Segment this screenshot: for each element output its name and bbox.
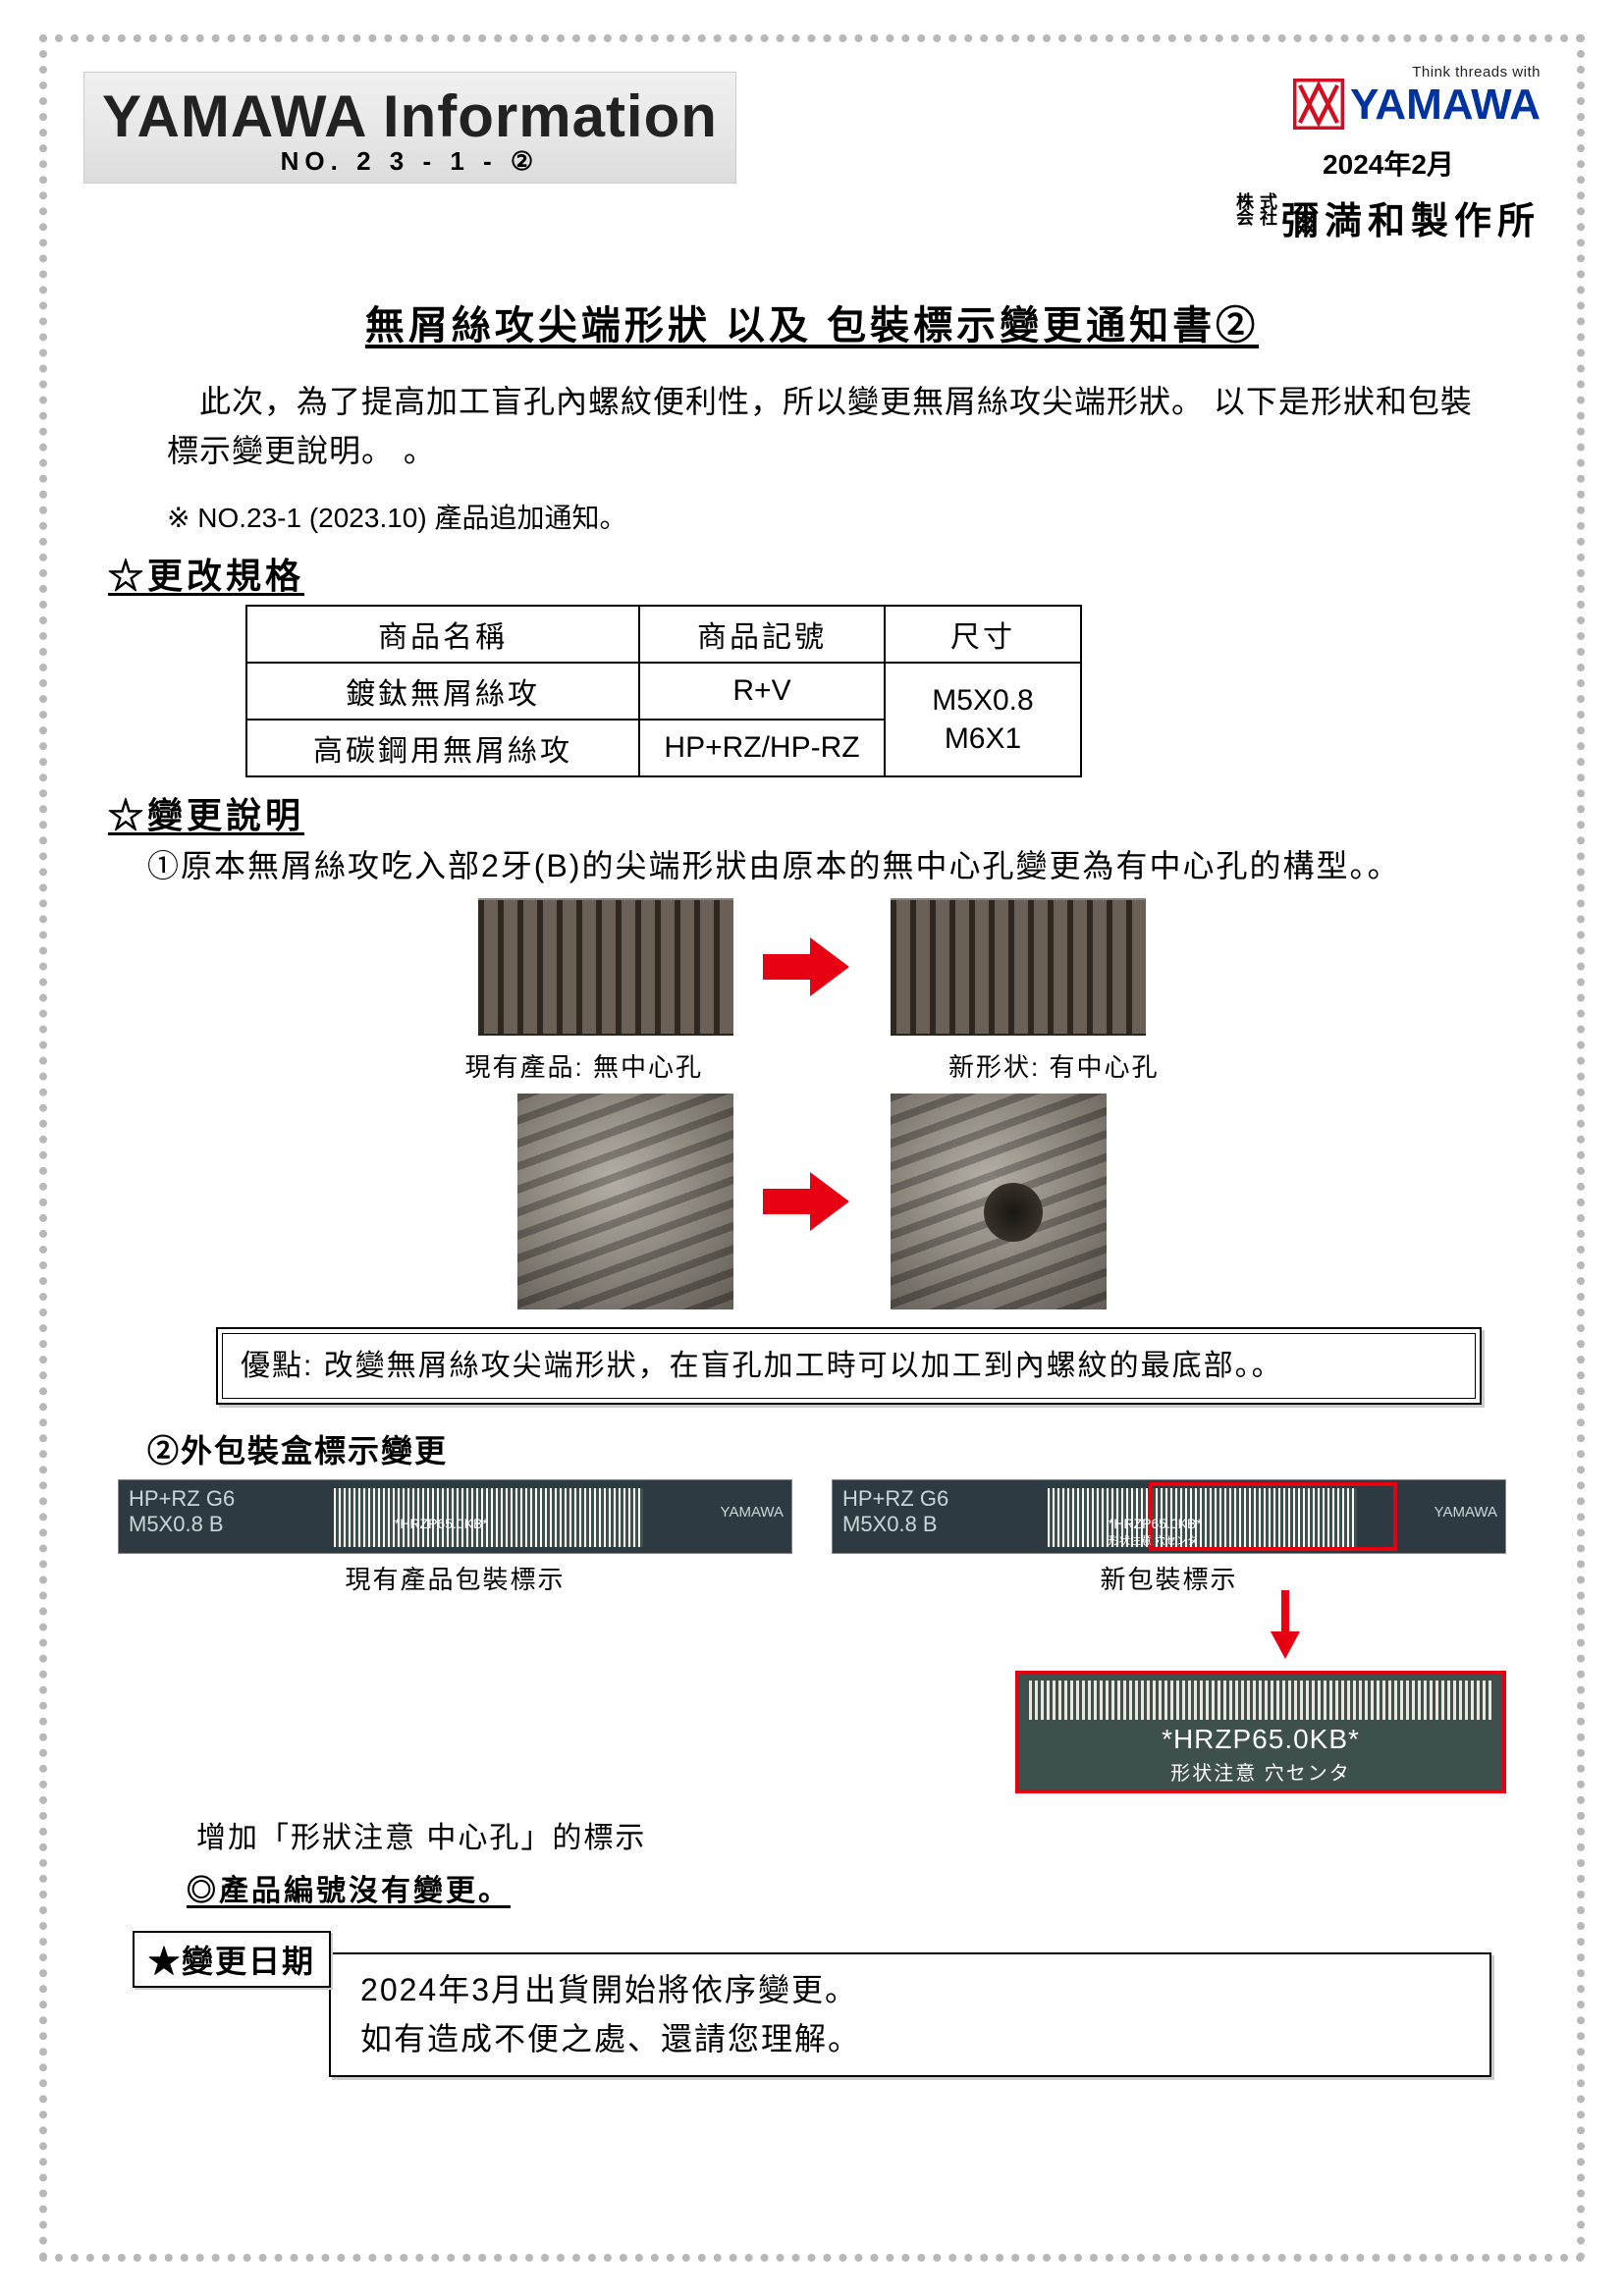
add-marking-text: 增加「形狀注意 中心孔」的標示 bbox=[196, 1813, 1516, 1856]
zoom-note: 形状注意 穴センタ bbox=[1019, 1757, 1502, 1786]
caption-new: 新形状: 有中心孔 bbox=[948, 1047, 1159, 1084]
thread-end-new bbox=[891, 1094, 1107, 1309]
cell-code: HP+RZ/HP-RZ bbox=[639, 720, 885, 776]
cell-size: M5X0.8 M6X1 bbox=[885, 663, 1081, 776]
brand-logo-text: YAMAWA bbox=[1350, 80, 1541, 130]
thread-side-current bbox=[478, 898, 733, 1036]
pkg-current-col: HP+RZ G6M5X0.8 B *HRZP65.0KB* YAMAWA 現有產… bbox=[118, 1479, 792, 1596]
company-name: 株式会社彌満和製作所 bbox=[1236, 190, 1541, 244]
spec-table: 商品名稱 商品記號 尺寸 鍍鈦無屑絲攻 R+V M5X0.8 M6X1 高碳鋼用… bbox=[245, 605, 1082, 777]
section-change-title: ☆變更說明 bbox=[108, 787, 1516, 838]
th-code: 商品記號 bbox=[639, 606, 885, 663]
pkg-brand: YAMAWA bbox=[1435, 1504, 1497, 1521]
change-date-label: ★變更日期 bbox=[133, 1931, 331, 1988]
change-point-2: ②外包裝盒標示變更 bbox=[147, 1426, 1516, 1471]
issue-date: 2024年2月 bbox=[1236, 143, 1541, 183]
section-spec-title: ☆更改規格 bbox=[108, 548, 1516, 599]
arrow-down-icon bbox=[1271, 1590, 1300, 1659]
pkg-current-image: HP+RZ G6M5X0.8 B *HRZP65.0KB* YAMAWA bbox=[118, 1479, 792, 1554]
zoom-view: *HRZP65.0KB* 形状注意 穴センタ bbox=[1015, 1671, 1506, 1793]
packaging-row: HP+RZ G6M5X0.8 B *HRZP65.0KB* YAMAWA 現有產… bbox=[118, 1479, 1506, 1793]
doc-title: YAMAWA Information bbox=[102, 82, 718, 150]
pkg-brand: YAMAWA bbox=[721, 1504, 784, 1521]
cell-name: 鍍鈦無屑絲攻 bbox=[246, 663, 639, 720]
cell-name: 高碳鋼用無屑絲攻 bbox=[246, 720, 639, 776]
image-row-side bbox=[108, 898, 1516, 1036]
zoom-code: *HRZP65.0KB* bbox=[1019, 1724, 1502, 1755]
change-date-body: 2024年3月出貨開始將依序變更。 如有造成不便之處、還請您理解。 bbox=[329, 1952, 1491, 2077]
no-change-text: ◎產品編號沒有變更。 bbox=[187, 1866, 1516, 1909]
image-row-end bbox=[108, 1094, 1516, 1309]
content: 無屑絲攻尖端形狀 以及 包裝標示變更通知書② 此次，為了提高加工盲孔內螺紋便利性… bbox=[54, 254, 1570, 2077]
cell-code: R+V bbox=[639, 663, 885, 720]
logo-area: Think threads with YAMAWA 2024年2月 株式会社彌満… bbox=[1236, 64, 1541, 244]
table-row: 商品名稱 商品記號 尺寸 bbox=[246, 606, 1081, 663]
header: YAMAWA Information NO. 2 3 - 1 - ② Think… bbox=[54, 49, 1570, 254]
notice-title: 無屑絲攻尖端形狀 以及 包裝標示變更通知書② bbox=[108, 294, 1516, 350]
pkg-new-col: HP+RZ G6M5X0.8 B *HRZP65.0KB*形状注意 穴センタ Y… bbox=[832, 1479, 1506, 1793]
th-size: 尺寸 bbox=[885, 606, 1081, 663]
doc-number: NO. 2 3 - 1 - ② bbox=[102, 146, 718, 177]
table-row: 鍍鈦無屑絲攻 R+V M5X0.8 M6X1 bbox=[246, 663, 1081, 720]
barcode-icon bbox=[334, 1488, 643, 1547]
pkg-new-image: HP+RZ G6M5X0.8 B *HRZP65.0KB*形状注意 穴センタ Y… bbox=[832, 1479, 1506, 1554]
change-date-section: ★變更日期 2024年3月出貨開始將依序變更。 如有造成不便之處、還請您理解。 bbox=[133, 1931, 1491, 2077]
th-name: 商品名稱 bbox=[246, 606, 639, 663]
intro-paragraph: 此次，為了提高加工盲孔內螺紋便利性，所以變更無屑絲攻尖端形狀。 以下是形狀和包裝… bbox=[167, 378, 1477, 475]
pkg-current-caption: 現有產品包裝標示 bbox=[118, 1560, 792, 1596]
tagline: Think threads with bbox=[1350, 64, 1541, 80]
thread-end-current bbox=[517, 1094, 733, 1309]
caption-row: 現有產品: 無中心孔 新形状: 有中心孔 bbox=[108, 1045, 1516, 1084]
caption-current: 現有產品: 無中心孔 bbox=[465, 1047, 703, 1084]
yamawa-mark-icon bbox=[1293, 79, 1344, 130]
thread-side-new bbox=[891, 898, 1146, 1036]
arrow-right-icon bbox=[763, 937, 861, 996]
pkg-mid-code: *HRZP65.0KB*形状注意 穴センタ bbox=[1109, 1516, 1202, 1548]
pkg-label-left: HP+RZ G6M5X0.8 B bbox=[842, 1486, 948, 1538]
barcode-icon bbox=[1029, 1681, 1492, 1720]
company-text: 彌満和製作所 bbox=[1281, 201, 1541, 242]
advantage-box: 優點: 改變無屑絲攻尖端形狀，在盲孔加工時可以加工到內螺紋的最底部。。 bbox=[216, 1327, 1482, 1405]
addendum-note: ※ NO.23-1 (2023.10) 產品追加通知。 bbox=[167, 497, 1516, 536]
change-point-1: ①原本無屑絲攻吃入部2牙(B)的尖端形狀由原本的無中心孔變更為有中心孔的構型。。 bbox=[147, 844, 1516, 888]
pkg-mid-code: *HRZP65.0KB* bbox=[395, 1516, 488, 1531]
pkg-label-left: HP+RZ G6M5X0.8 B bbox=[129, 1486, 235, 1538]
arrow-right-icon bbox=[763, 1172, 861, 1231]
pkg-new-caption: 新包裝標示 bbox=[832, 1560, 1506, 1596]
advantage-text: 優點: 改變無屑絲攻尖端形狀，在盲孔加工時可以加工到內螺紋的最底部。。 bbox=[222, 1333, 1476, 1399]
title-box: YAMAWA Information NO. 2 3 - 1 - ② bbox=[83, 72, 736, 184]
